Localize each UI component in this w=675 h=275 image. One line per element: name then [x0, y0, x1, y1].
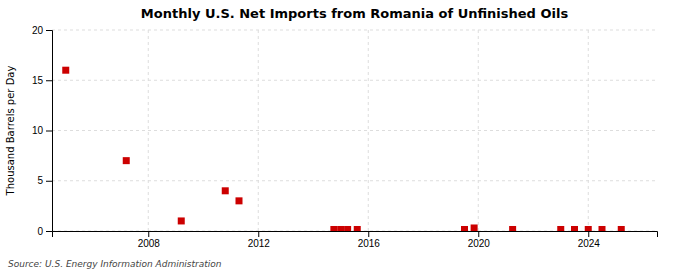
- x-tick-label: 2008: [138, 238, 161, 249]
- grid-line: [52, 130, 657, 131]
- grid-line: [52, 30, 657, 31]
- x-axis-line: [53, 232, 658, 238]
- plot-area: 2008 2012 2016 2020 2024 0 5 10 15 20: [32, 25, 658, 249]
- x-tick: 2012: [248, 231, 271, 249]
- x-tick-mark: [148, 231, 149, 237]
- title: Monthly U.S. Net Imports from Romania of…: [141, 6, 569, 21]
- x-tick-label: 2024: [578, 238, 601, 249]
- y-tick: 20: [32, 25, 52, 36]
- point: [178, 217, 185, 224]
- source-note: Source: U.S. Energy Information Administ…: [8, 259, 222, 269]
- x-tick-mark: [368, 231, 369, 237]
- y-tick-mark: [46, 231, 52, 232]
- y-tick: 15: [32, 75, 52, 86]
- x-tick-label: 2016: [358, 238, 381, 249]
- grid-line: [258, 30, 259, 231]
- point: [236, 197, 243, 204]
- y-tick-label: 0: [37, 226, 43, 237]
- x-tick: 2016: [358, 231, 381, 249]
- grid-line: [52, 180, 657, 181]
- point: [618, 226, 625, 231]
- grid-line: [368, 30, 369, 231]
- x-tick-label: 2020: [468, 238, 491, 249]
- chart: 2008 2012 2016 2020 2024 0 5 10 15 20 Monthly U.S.…: [0, 0, 675, 275]
- y-tick-mark: [46, 131, 52, 132]
- y-tick-mark: [46, 80, 52, 81]
- point: [557, 226, 564, 231]
- point: [471, 224, 478, 231]
- y-tick-label: 5: [37, 175, 43, 186]
- y-tick-label: 10: [32, 125, 44, 136]
- y-tick: 10: [32, 125, 52, 136]
- y-tick-label: 15: [32, 75, 44, 86]
- points: [62, 67, 625, 231]
- y-tick: 0: [37, 226, 52, 237]
- point: [585, 226, 592, 231]
- x-tick: 2024: [578, 231, 601, 249]
- x-tick-label: 2012: [248, 238, 271, 249]
- x-tick-mark: [588, 231, 589, 237]
- x-axis: 2008 2012 2016 2020 2024: [53, 231, 658, 249]
- point: [354, 226, 361, 231]
- grid: [52, 30, 657, 231]
- y-tick: 5: [37, 175, 52, 186]
- x-tick: 2020: [468, 231, 491, 249]
- point: [330, 226, 337, 231]
- y-tick-mark: [46, 30, 52, 31]
- x-tick: 2008: [138, 231, 161, 249]
- grid-line: [588, 30, 589, 231]
- grid-line: [478, 30, 479, 231]
- point: [62, 67, 69, 74]
- point: [123, 157, 130, 164]
- point: [222, 187, 229, 194]
- point: [344, 226, 351, 231]
- y-axis-line: [46, 31, 53, 232]
- y-tick-mark: [46, 181, 52, 182]
- y-axis-label: Thousand Barrels per Day: [5, 66, 16, 197]
- x-tick-mark: [478, 231, 479, 237]
- point: [509, 226, 516, 231]
- point: [461, 226, 468, 231]
- point: [599, 226, 606, 231]
- x-tick-mark: [258, 231, 259, 237]
- y-tick-label: 20: [32, 25, 44, 36]
- y-axis: 0 5 10 15 20: [32, 25, 53, 237]
- grid-line: [148, 30, 149, 231]
- grid-line: [52, 80, 657, 81]
- point: [337, 226, 344, 231]
- point: [571, 226, 578, 231]
